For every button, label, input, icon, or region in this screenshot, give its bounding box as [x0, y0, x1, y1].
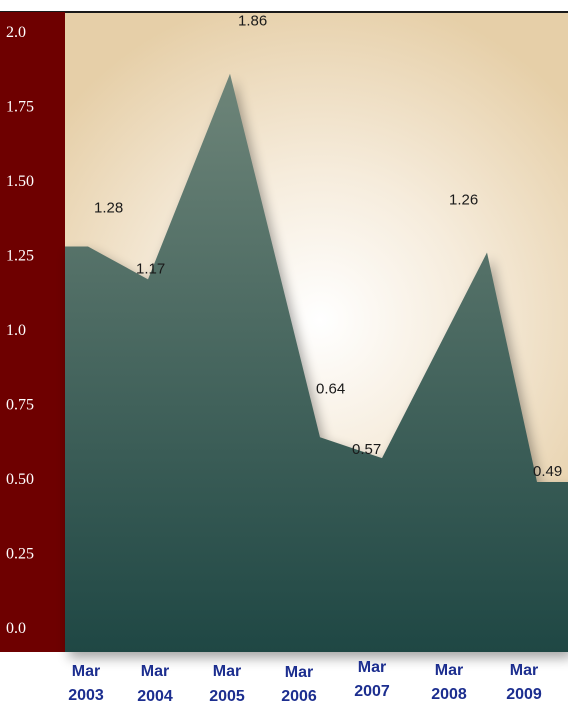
x-tick-label: Mar 2005	[209, 663, 245, 704]
y-tick-label: 0.25	[6, 546, 34, 563]
y-tick-label: 1.50	[6, 173, 34, 190]
data-label: 1.86	[238, 13, 267, 30]
y-tick-label: 0.50	[6, 471, 34, 488]
y-tick-label: 1.25	[6, 248, 34, 265]
y-tick-label: 0.75	[6, 397, 34, 414]
x-tick-label: Mar 2007	[354, 659, 390, 700]
y-tick-label: 2.0	[6, 24, 26, 41]
y-tick-label: 1.0	[6, 322, 26, 339]
data-label: 0.57	[352, 441, 381, 458]
data-label: 0.49	[533, 463, 562, 480]
x-tick-label: Mar 2004	[137, 663, 173, 704]
x-tick-label: Mar 2003	[68, 663, 104, 704]
y-tick-label: 0.0	[6, 620, 26, 637]
x-tick-label: Mar 2006	[281, 664, 317, 704]
data-label: 1.28	[94, 200, 123, 217]
y-tick-label: 1.75	[6, 99, 34, 116]
x-tick-label: Mar 2009	[506, 662, 542, 703]
area-series	[65, 73, 568, 653]
data-label: 1.26	[449, 192, 478, 209]
x-tick-label: Mar 2008	[431, 662, 467, 703]
data-label: 0.64	[316, 380, 345, 397]
data-label: 1.17	[136, 260, 165, 277]
y-axis-band	[0, 12, 65, 652]
